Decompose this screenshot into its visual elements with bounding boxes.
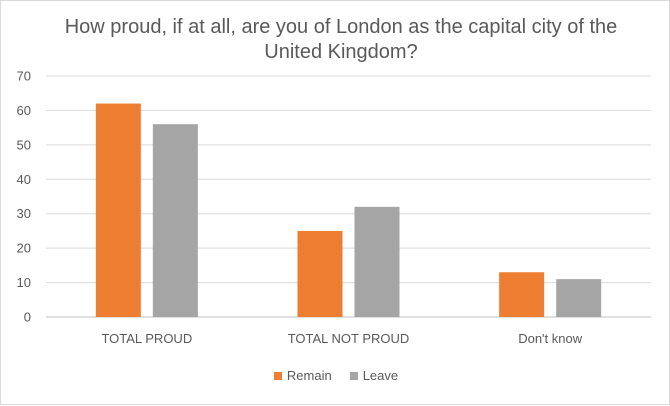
legend-item-leave: Leave xyxy=(349,368,399,383)
y-tick-label: 60 xyxy=(17,103,31,118)
x-category-label: TOTAL PROUD xyxy=(101,331,192,346)
bar-remain-2 xyxy=(499,272,545,317)
legend-label: Leave xyxy=(362,368,399,383)
bar-leave-1 xyxy=(354,206,400,317)
bar-leave-0 xyxy=(152,124,198,317)
y-tick-label: 50 xyxy=(17,137,31,152)
legend-swatch xyxy=(349,371,358,380)
x-category-label: TOTAL NOT PROUD xyxy=(288,331,410,346)
y-tick-label: 10 xyxy=(17,275,31,290)
y-tick-label: 70 xyxy=(17,69,31,84)
y-tick-label: 30 xyxy=(17,206,31,221)
y-tick-label: 40 xyxy=(17,172,31,187)
legend-swatch xyxy=(273,371,282,380)
legend-item-remain: Remain xyxy=(273,368,332,383)
chart-title: How proud, if at all, are you of London … xyxy=(64,16,618,63)
y-tick-label: 0 xyxy=(24,310,31,325)
x-category-label: Don't know xyxy=(518,331,583,346)
bar-leave-2 xyxy=(556,279,602,317)
bar-remain-0 xyxy=(95,103,141,318)
legend-label: Remain xyxy=(286,368,332,383)
chart-legend: Remain Leave xyxy=(1,368,670,383)
bar-remain-1 xyxy=(297,230,343,317)
y-tick-label: 20 xyxy=(17,241,31,256)
